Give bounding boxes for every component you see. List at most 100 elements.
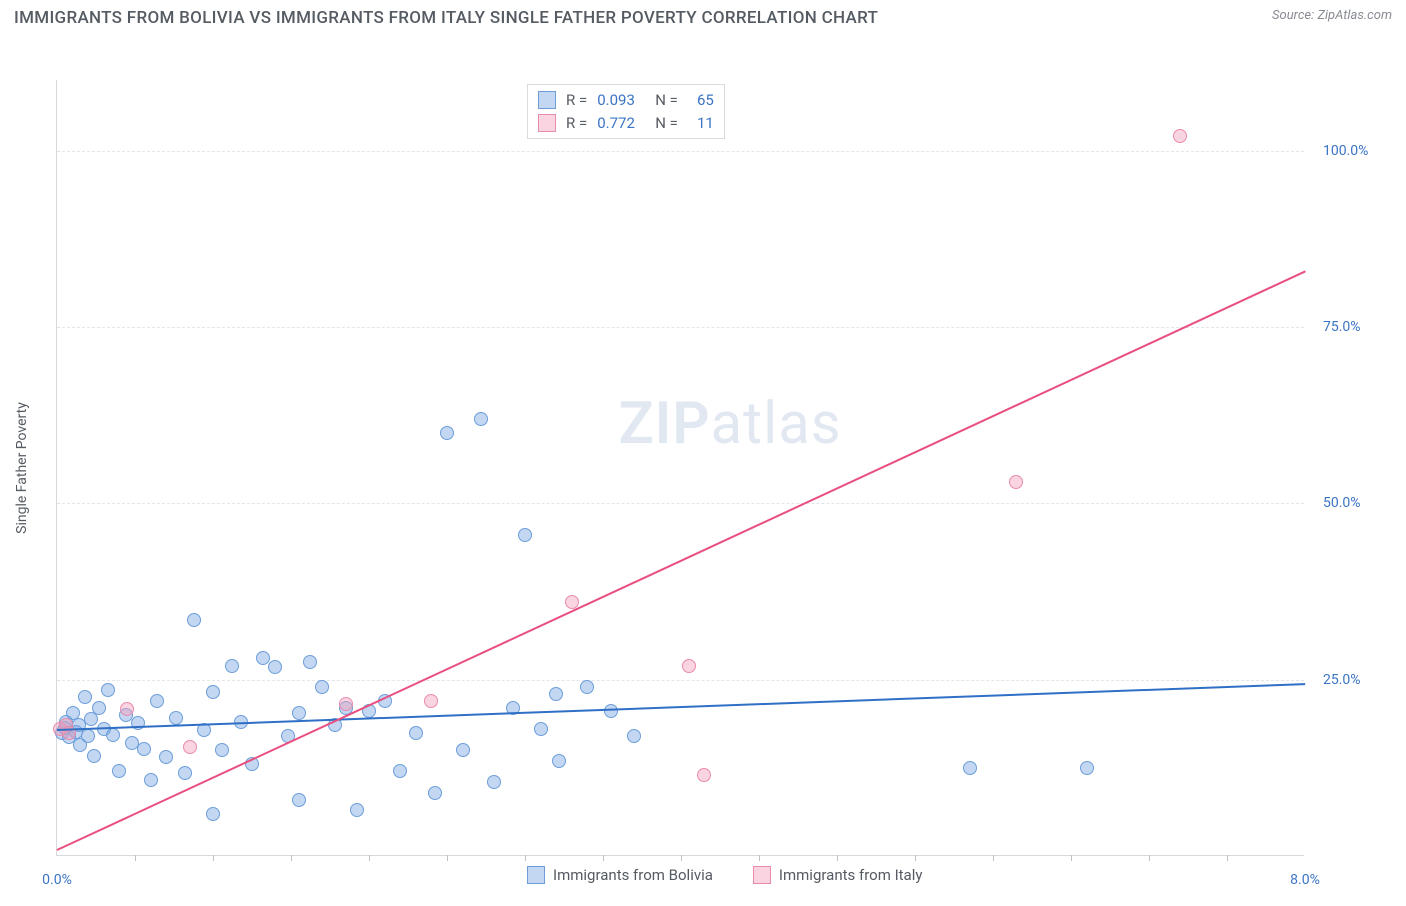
- x-tick-label: 0.0%: [42, 872, 72, 888]
- data-point: [137, 742, 151, 756]
- x-tick: [1149, 855, 1150, 861]
- r-value: 0.772: [597, 112, 645, 135]
- y-axis-label: Single Father Poverty: [14, 402, 30, 534]
- x-tick: [447, 855, 448, 861]
- data-point: [963, 761, 977, 775]
- data-point: [206, 807, 220, 821]
- data-point: [1173, 129, 1187, 143]
- x-tick: [681, 855, 682, 861]
- data-point: [131, 716, 145, 730]
- data-point: [580, 680, 594, 694]
- source-attribution: Source: ZipAtlas.com: [1272, 8, 1392, 23]
- x-tick: [369, 855, 370, 861]
- data-point: [159, 750, 173, 764]
- source-prefix: Source:: [1272, 8, 1317, 23]
- data-point: [1009, 475, 1023, 489]
- gridline: [57, 503, 1304, 504]
- plot-area: 25.0%50.0%75.0%100.0%0.0%8.0%ZIPatlasR =…: [56, 80, 1304, 856]
- series-name: Immigrants from Italy: [779, 866, 923, 884]
- data-point: [339, 697, 353, 711]
- data-point: [81, 729, 95, 743]
- header-bar: IMMIGRANTS FROM BOLIVIA VS IMMIGRANTS FR…: [0, 0, 1406, 34]
- correlation-legend-row: R = 0.093 N = 65: [538, 89, 714, 112]
- data-point: [518, 528, 532, 542]
- data-point: [487, 775, 501, 789]
- series-legend-item: Immigrants from Bolivia: [527, 866, 713, 884]
- data-point: [292, 793, 306, 807]
- x-tick: [135, 855, 136, 861]
- data-point: [303, 655, 317, 669]
- data-point: [424, 694, 438, 708]
- data-point: [292, 706, 306, 720]
- data-point: [682, 659, 696, 673]
- data-point: [315, 680, 329, 694]
- data-point: [534, 722, 548, 736]
- data-point: [169, 711, 183, 725]
- legend-swatch: [753, 866, 771, 884]
- data-point: [150, 694, 164, 708]
- data-point: [627, 729, 641, 743]
- data-point: [350, 803, 364, 817]
- series-name: Immigrants from Bolivia: [553, 866, 713, 884]
- gridline: [57, 327, 1304, 328]
- r-label: R =: [566, 89, 587, 112]
- x-tick: [525, 855, 526, 861]
- legend-swatch: [538, 114, 556, 132]
- data-point: [120, 702, 134, 716]
- data-point: [697, 768, 711, 782]
- data-point: [178, 766, 192, 780]
- y-tick-label: 100.0%: [1323, 143, 1368, 159]
- n-label: N =: [655, 112, 678, 135]
- gridline: [57, 151, 1304, 152]
- data-point: [428, 786, 442, 800]
- n-value: 11: [688, 112, 714, 135]
- series-legend-item: Immigrants from Italy: [753, 866, 923, 884]
- data-point: [206, 685, 220, 699]
- legend-swatch: [538, 91, 556, 109]
- data-point: [456, 743, 470, 757]
- legend-swatch: [527, 866, 545, 884]
- x-tick: [1227, 855, 1228, 861]
- x-tick: [993, 855, 994, 861]
- data-point: [92, 701, 106, 715]
- data-point: [101, 683, 115, 697]
- data-point: [87, 749, 101, 763]
- data-point: [474, 412, 488, 426]
- source-name: ZipAtlas.com: [1317, 8, 1392, 23]
- data-point: [440, 426, 454, 440]
- n-value: 65: [688, 89, 714, 112]
- y-tick-label: 50.0%: [1323, 495, 1361, 511]
- x-tick: [603, 855, 604, 861]
- data-point: [393, 764, 407, 778]
- correlation-legend: R = 0.093 N = 65 R = 0.772 N = 11: [527, 84, 725, 139]
- chart-title: IMMIGRANTS FROM BOLIVIA VS IMMIGRANTS FR…: [14, 8, 878, 28]
- y-tick-label: 75.0%: [1323, 319, 1361, 335]
- data-point: [106, 728, 120, 742]
- watermark: ZIPatlas: [619, 390, 842, 458]
- x-tick: [837, 855, 838, 861]
- trend-line: [57, 271, 1306, 851]
- data-point: [183, 740, 197, 754]
- x-tick-label: 8.0%: [1290, 872, 1320, 888]
- data-point: [1080, 761, 1094, 775]
- x-tick: [759, 855, 760, 861]
- data-point: [215, 743, 229, 757]
- x-tick: [213, 855, 214, 861]
- r-value: 0.093: [597, 89, 645, 112]
- r-label: R =: [566, 112, 587, 135]
- y-tick-label: 25.0%: [1323, 672, 1361, 688]
- data-point: [256, 651, 270, 665]
- x-tick: [291, 855, 292, 861]
- data-point: [552, 754, 566, 768]
- data-point: [409, 726, 423, 740]
- data-point: [78, 690, 92, 704]
- n-label: N =: [655, 89, 678, 112]
- gridline: [57, 680, 1304, 681]
- trend-line: [57, 683, 1305, 731]
- data-point: [144, 773, 158, 787]
- correlation-legend-row: R = 0.772 N = 11: [538, 112, 714, 135]
- chart-container: Single Father Poverty 25.0% 50.0% 75.0% 100…: [14, 34, 1392, 906]
- data-point: [225, 659, 239, 673]
- data-point: [604, 704, 618, 718]
- data-point: [112, 764, 126, 778]
